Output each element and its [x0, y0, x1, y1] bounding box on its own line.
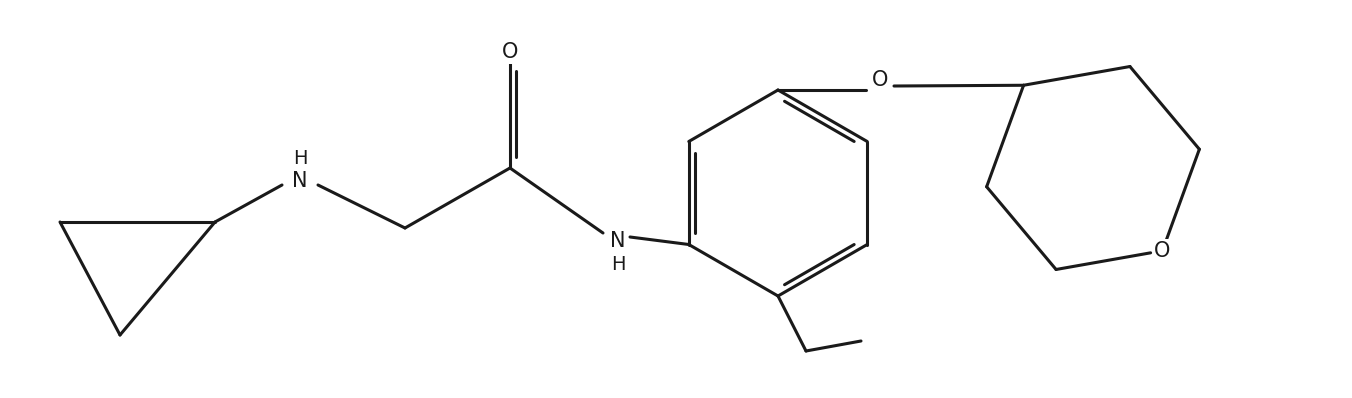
Text: O: O — [872, 70, 888, 90]
Text: H: H — [293, 150, 307, 168]
Text: O: O — [502, 42, 518, 62]
Text: H: H — [611, 256, 625, 275]
Text: N: N — [292, 171, 308, 191]
Text: N: N — [610, 231, 626, 251]
Text: O: O — [1155, 241, 1171, 261]
